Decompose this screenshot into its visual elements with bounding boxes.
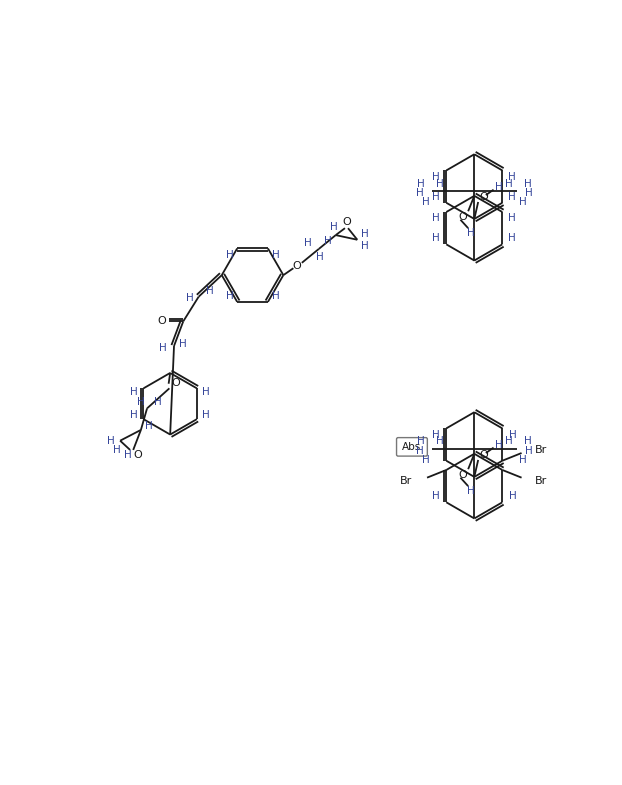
- Text: O: O: [157, 316, 166, 327]
- Text: H: H: [467, 228, 475, 238]
- Text: Br: Br: [535, 476, 547, 486]
- Text: H: H: [113, 445, 121, 455]
- Text: H: H: [272, 290, 279, 301]
- Text: H: H: [508, 214, 516, 223]
- Text: O: O: [479, 451, 488, 460]
- Text: H: H: [179, 339, 187, 349]
- Text: O: O: [134, 450, 142, 459]
- Text: H: H: [432, 192, 440, 202]
- Text: H: H: [432, 491, 439, 501]
- Text: H: H: [185, 294, 193, 303]
- Text: H: H: [317, 252, 324, 261]
- Text: H: H: [432, 429, 439, 440]
- Text: H: H: [432, 172, 440, 181]
- Text: H: H: [415, 188, 424, 198]
- Text: O: O: [171, 378, 180, 388]
- Text: H: H: [107, 436, 114, 446]
- Text: H: H: [202, 411, 210, 420]
- Text: H: H: [422, 197, 430, 207]
- Text: H: H: [519, 197, 527, 207]
- Text: H: H: [519, 455, 527, 465]
- Text: H: H: [131, 387, 138, 397]
- Text: H: H: [524, 178, 531, 188]
- Text: O: O: [293, 261, 302, 271]
- Text: H: H: [417, 178, 425, 188]
- Text: H: H: [525, 446, 533, 456]
- Text: H: H: [495, 440, 503, 450]
- Text: O: O: [458, 213, 467, 222]
- Text: Br: Br: [400, 476, 412, 486]
- Text: Br: Br: [535, 445, 547, 455]
- Text: H: H: [509, 429, 517, 440]
- Text: H: H: [131, 411, 138, 420]
- Text: Abs: Abs: [402, 442, 422, 452]
- Text: H: H: [226, 290, 233, 301]
- Text: O: O: [342, 217, 351, 227]
- Text: O: O: [458, 470, 467, 480]
- Text: H: H: [272, 250, 279, 260]
- Text: H: H: [467, 486, 475, 496]
- Text: H: H: [508, 233, 516, 243]
- Text: H: H: [154, 397, 162, 407]
- Text: H: H: [124, 450, 132, 459]
- Text: H: H: [509, 491, 517, 501]
- FancyBboxPatch shape: [397, 437, 427, 456]
- Text: H: H: [524, 436, 531, 447]
- Text: H: H: [417, 436, 425, 447]
- Text: H: H: [415, 446, 424, 456]
- Text: H: H: [508, 192, 516, 202]
- Text: H: H: [432, 233, 440, 243]
- Text: H: H: [159, 342, 167, 352]
- Text: H: H: [361, 228, 369, 239]
- Text: H: H: [324, 236, 332, 246]
- Text: H: H: [202, 387, 210, 397]
- Text: H: H: [505, 178, 513, 188]
- Text: H: H: [495, 181, 503, 192]
- Text: H: H: [508, 172, 516, 181]
- Text: H: H: [361, 241, 369, 251]
- Text: H: H: [432, 214, 440, 223]
- Text: O: O: [479, 192, 488, 203]
- Text: H: H: [304, 238, 312, 248]
- Text: H: H: [505, 436, 513, 447]
- Text: H: H: [525, 188, 533, 198]
- Text: H: H: [205, 286, 213, 295]
- Text: H: H: [145, 421, 152, 431]
- Text: H: H: [330, 222, 338, 232]
- Text: H: H: [436, 436, 443, 447]
- Text: H: H: [436, 178, 443, 188]
- Text: H: H: [226, 250, 233, 260]
- Text: H: H: [422, 455, 430, 465]
- Text: H: H: [137, 397, 145, 407]
